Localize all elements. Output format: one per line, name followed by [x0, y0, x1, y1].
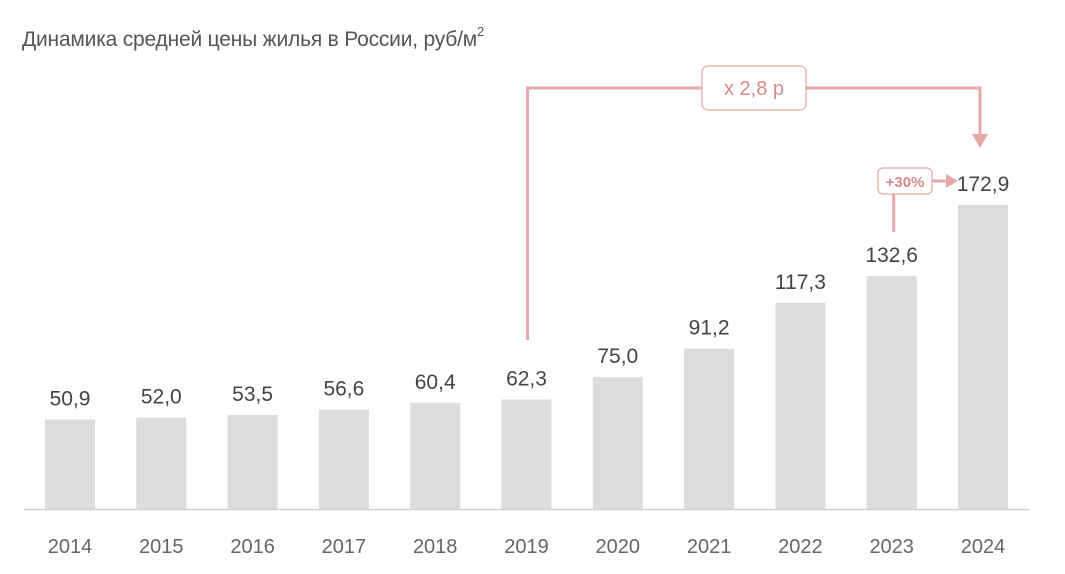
value-label-2024: 172,9: [957, 173, 1010, 196]
value-label-2014: 50,9: [50, 388, 91, 411]
bar-2014: [45, 419, 95, 509]
bar-2015: [136, 417, 187, 509]
x-tick-label-2019: 2019: [504, 536, 549, 558]
value-label-2016: 53,5: [232, 383, 273, 406]
bar-2021: [684, 348, 735, 509]
bar-2018: [410, 402, 461, 509]
growth-bracket-arrowhead: [972, 134, 988, 148]
x-tick-label-2016: 2016: [230, 536, 275, 558]
x-tick-label-2023: 2023: [869, 536, 914, 558]
value-label-2022: 117,3: [775, 271, 826, 294]
chart-title-text: Динамика средней цены жилья в России, ру…: [22, 28, 477, 51]
value-label-2019: 62,3: [506, 367, 547, 390]
value-label-2023: 132,6: [865, 244, 918, 267]
growth-multiplier-label: x 2,8 р: [724, 78, 784, 100]
x-tick-label-2015: 2015: [139, 536, 184, 558]
bar-2022: [775, 302, 826, 509]
x-tick-label-2020: 2020: [596, 536, 641, 558]
bar-2016: [227, 414, 278, 509]
bar-2023: [866, 275, 917, 509]
value-label-2017: 56,6: [323, 377, 364, 400]
x-tick-label-2022: 2022: [778, 536, 823, 558]
x-tick-label-2014: 2014: [48, 536, 93, 558]
yoy-arrowhead: [946, 174, 958, 188]
bar-2024: [958, 205, 1008, 509]
x-tick-label-2017: 2017: [322, 536, 367, 558]
growth-multiplier-box: [701, 65, 807, 111]
bar-2019: [501, 399, 552, 509]
bar-2020: [592, 377, 643, 509]
value-label-2020: 75,0: [597, 345, 638, 368]
chart-title-superscript: 2: [477, 24, 485, 39]
chart-title: Динамика средней цены жилья в России, ру…: [22, 24, 485, 52]
value-label-2015: 52,0: [141, 386, 182, 409]
x-tick-label-2018: 2018: [413, 536, 458, 558]
bar-2017: [318, 409, 369, 509]
yoy-percent-label: +30%: [886, 174, 925, 191]
value-label-2018: 60,4: [415, 371, 456, 394]
x-tick-label-2024: 2024: [961, 536, 1006, 558]
value-label-2021: 91,2: [689, 317, 730, 340]
x-tick-label-2021: 2021: [687, 536, 732, 558]
